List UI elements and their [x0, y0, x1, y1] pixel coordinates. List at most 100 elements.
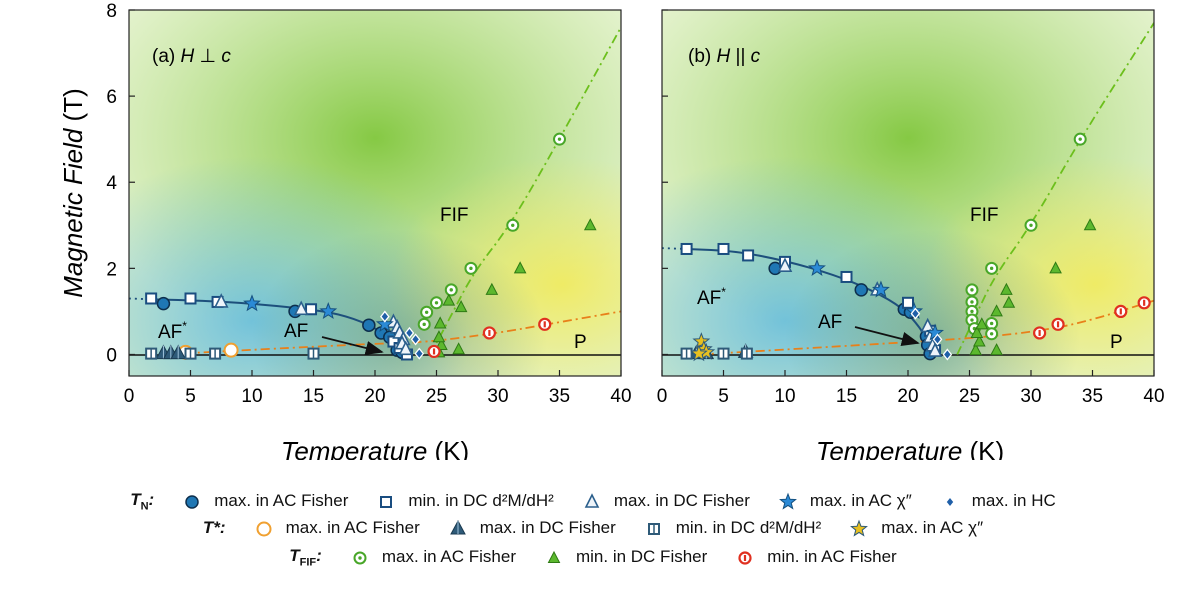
data-point-tn-max-in-ac-fisher-2 — [362, 318, 376, 332]
data-point-tfif-max-in-ac-fisher-7 — [985, 261, 999, 275]
y-tick-label: 6 — [106, 87, 117, 108]
legend-label: max. in DC Fisher — [479, 518, 616, 537]
data-point-tfif-min-in-dc-fisher-2 — [970, 325, 984, 338]
data-point-t-max-in-ac-chi--3 — [689, 344, 708, 362]
data-point-tfif-min-in-dc-fisher-2 — [432, 330, 446, 343]
af-arrow-a — [321, 336, 384, 356]
legend-heading: TFIF: — [289, 546, 322, 569]
data-point-tn-max-in-ac-chi--1 — [319, 302, 338, 320]
data-point-t-min-in-dc-d2m-dh2-1 — [717, 347, 730, 360]
data-point-tn-max-in-ac-chi--1 — [871, 280, 890, 298]
legend-marker-icon — [353, 551, 367, 565]
x-tick-label: 30 — [1020, 386, 1041, 407]
region-label-fif-b: FIF — [970, 205, 999, 226]
legend-marker-icon — [944, 496, 955, 509]
x-axis-label-a: Temperature (K) — [281, 436, 469, 460]
data-point-tfif-min-in-dc-fisher-8 — [1049, 261, 1062, 274]
legend-marker-circle-dot — [353, 551, 367, 565]
data-point-tfif-min-in-dc-fisher-0 — [969, 343, 982, 356]
legend-marker-icon — [185, 495, 199, 509]
data-point-tn-max-in-ac-chi--3 — [926, 323, 945, 341]
legend-label: max. in HC — [971, 491, 1056, 511]
data-point-t-min-in-dc-d2m-dh2-2 — [740, 347, 753, 360]
legend-heading: TN: — [130, 490, 155, 513]
legend-item: min. in DC d²M/dH² — [644, 518, 821, 538]
legend-marker-icon — [738, 551, 752, 565]
data-point-tn-min-in-dc-d2m-dh2-2 — [742, 249, 755, 262]
legend-item: max. in DC Fisher — [448, 518, 616, 538]
legend-marker-circle-open — [256, 521, 272, 537]
data-point-tfif-min-in-dc-fisher-3 — [433, 316, 447, 329]
y-tick-label: 8 — [106, 1, 117, 22]
data-point-t-max-in-ac-fisher-1 — [223, 342, 239, 358]
data-point-tfif-min-in-ac-fisher-2 — [1114, 304, 1128, 319]
legend-row: TFIF: max. in AC Fisher min. in DC Fisher m… — [0, 546, 1200, 568]
x-tick-label: 15 — [836, 386, 857, 407]
legend-row: TN: max. in AC Fisher min. in DC d²M/dH² ma… — [0, 490, 1200, 512]
data-point-t-max-in-ac-chi--0 — [692, 332, 711, 350]
data-point-tn-max-in-hc-0 — [380, 310, 390, 323]
data-point-t-max-in-dc-fisher-2 — [170, 344, 187, 360]
data-point-tfif-min-in-ac-fisher-2 — [538, 317, 552, 331]
data-point-tfif-max-in-ac-fisher-1 — [965, 295, 979, 309]
data-point-tfif-min-in-dc-fisher-8 — [513, 261, 527, 274]
legend-marker-triangle-open — [584, 493, 600, 508]
legend-item: max. in DC Fisher — [582, 491, 750, 511]
legend-item: max. in AC Fisher — [254, 518, 420, 538]
data-point-tn-max-in-dc-fisher-7 — [398, 340, 414, 356]
legend-marker-icon — [449, 519, 466, 535]
data-point-tfif-max-in-ac-fisher-0 — [417, 317, 431, 331]
legend-marker-diamond — [944, 496, 955, 509]
legend-heading: T*: — [202, 518, 226, 537]
data-point-tfif-min-in-ac-fisher-1 — [482, 326, 496, 340]
data-point-tn-max-in-hc-3 — [414, 347, 425, 360]
y-tick-label: 0 — [106, 345, 117, 366]
data-point-t-min-in-dc-d2m-dh2-1 — [184, 347, 197, 360]
y-tick-label: 4 — [106, 173, 117, 194]
x-tick-label: 20 — [364, 386, 385, 407]
legend-marker-star — [778, 492, 797, 510]
data-point-tfif-max-in-ac-fisher-3 — [444, 283, 458, 297]
panel-label-b: (b) H || c — [688, 46, 761, 67]
legend-label: max. in AC Fisher — [381, 547, 516, 567]
data-point-tn-min-in-dc-d2m-dh2-4 — [840, 270, 853, 283]
legend-marker-triangle-filled — [449, 519, 466, 535]
region-label-p-b: P — [1110, 332, 1123, 353]
data-point-tfif-max-in-ac-fisher-9 — [1073, 132, 1087, 146]
data-point-tfif-max-in-ac-fisher-4 — [464, 261, 478, 275]
x-tick-label: 15 — [303, 386, 324, 407]
legend-item: min. in AC Fisher — [735, 547, 897, 567]
data-point-tn-min-in-dc-d2m-dh2-1 — [184, 292, 197, 305]
legend-marker-icon — [380, 496, 393, 509]
data-point-tfif-min-in-dc-fisher-4 — [452, 342, 465, 355]
data-point-tn-max-in-ac-fisher-1 — [854, 283, 869, 297]
legend-label: min. in DC d²M/dH² — [675, 518, 822, 537]
data-point-tfif-min-in-dc-fisher-5 — [990, 304, 1003, 317]
region-label-p-a: P — [574, 332, 587, 353]
data-point-tn-max-in-dc-fisher-1 — [293, 300, 309, 316]
legend-item: min. in DC Fisher — [544, 547, 707, 567]
legend-marker-icon — [256, 521, 272, 537]
data-point-tfif-min-in-dc-fisher-5 — [454, 300, 468, 313]
data-point-tfif-min-in-dc-fisher-3 — [975, 317, 989, 330]
legend-marker-icon — [547, 551, 561, 564]
legend-item: max. in HC — [940, 491, 1056, 511]
data-point-tfif-min-in-dc-fisher-9 — [583, 218, 597, 231]
legend-label: min. in DC Fisher — [575, 547, 708, 567]
legend-item: max. in AC χ″ — [849, 518, 983, 538]
data-point-tn-max-in-dc-fisher-2 — [920, 317, 935, 333]
data-point-tn-min-in-dc-d2m-dh2-1 — [717, 242, 730, 255]
data-point-tfif-max-in-ac-fisher-0 — [965, 283, 979, 297]
curve-tfif — [956, 22, 1154, 355]
legend-marker-icon — [647, 523, 660, 535]
data-point-tfif-max-in-ac-fisher-6 — [985, 327, 999, 341]
curve-t-line — [698, 299, 1154, 356]
x-tick-label: 30 — [487, 386, 508, 407]
region-label-af-a: AF — [284, 321, 308, 342]
data-point-t-min-in-dc-d2m-dh2-3 — [307, 347, 320, 360]
legend-label: max. in AC Fisher — [214, 491, 349, 511]
data-point-tfif-max-in-ac-fisher-1 — [420, 305, 434, 319]
data-point-tfif-min-in-ac-fisher-1 — [1051, 317, 1065, 331]
